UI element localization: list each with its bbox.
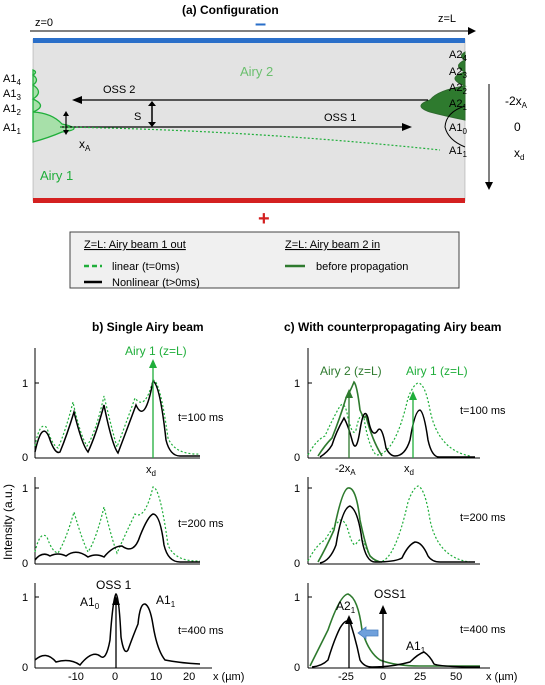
svg-text:0: 0	[294, 452, 300, 464]
a21-label-c: A21	[336, 599, 356, 615]
xtick-25: 25	[414, 671, 426, 683]
time-400-b: t=400 ms	[178, 625, 224, 637]
airy1-profile	[31, 69, 75, 143]
oss1-arrowhead	[402, 123, 412, 131]
xtick-minus10: -10	[68, 671, 84, 683]
legend-col2-title: Z=L: Airy beam 2 in	[285, 239, 380, 251]
level-a2-3: A23	[449, 66, 467, 80]
minus2xa-label-c: -2xA	[335, 463, 356, 477]
xtick-0-b: 0	[112, 671, 118, 683]
level-a1-1: A11	[3, 122, 21, 136]
a10-label-b: A10	[80, 595, 100, 611]
xtick-minus25: -25	[338, 671, 354, 683]
time-200-b: t=200 ms	[178, 518, 224, 530]
ytick-0: 0	[22, 452, 28, 464]
axis-value-labels: -2xA 0 xd	[505, 94, 528, 162]
svg-text:0: 0	[294, 662, 300, 674]
airy1-label: Airy 1	[40, 168, 73, 183]
panel-b: b) Single Airy beam Intensity (a.u.) 1 0…	[1, 320, 244, 683]
panel-b-title: b) Single Airy beam	[92, 320, 204, 334]
left-level-labels: A14 A13 A12 A11	[3, 73, 21, 136]
svg-text:1: 1	[294, 378, 300, 390]
airy1-zl-label-b: Airy 1 (z=L)	[125, 344, 187, 358]
xd-label-c: xd	[404, 463, 414, 477]
legend-before-label: before propagation	[316, 261, 408, 273]
airy1-output-profile	[444, 105, 466, 148]
legend: Z=L: Airy beam 1 out linear (t=0ms) Nonl…	[69, 231, 460, 289]
oss2-arrowhead	[72, 96, 82, 104]
time-100-b: t=100 ms	[178, 412, 224, 424]
level-a2-1: A21	[449, 98, 467, 112]
oss1-label-c: OSS1	[374, 587, 406, 601]
time-100-c: t=100 ms	[460, 405, 506, 417]
airy2-label: Airy 2	[240, 64, 273, 79]
panel-b-plot-200ms: 1 0 t=200 ms	[22, 477, 224, 570]
xtick-0-c: 0	[380, 671, 386, 683]
top-electrode	[33, 38, 465, 43]
svg-text:0: 0	[22, 558, 28, 570]
bottom-electrode	[33, 198, 465, 203]
svg-text:1: 1	[22, 483, 28, 495]
oss1-label-b: OSS 1	[96, 578, 132, 592]
legend-nonlinear-label: Nonlinear (t>0ms)	[112, 277, 200, 289]
shift-indicator-icon	[357, 626, 379, 640]
x-axis-label-b: x (µm)	[213, 671, 244, 683]
panel-c-plot-400ms: 1 0 A21 OSS1 A11 t=400 ms -25 0 25 50 x …	[294, 583, 517, 683]
axis-minus-2xa: -2xA	[505, 94, 528, 110]
airy1-zl-label-c: Airy 1 (z=L)	[406, 364, 468, 378]
panel-c: c) With counterpropagating Airy beam 1 0…	[284, 320, 517, 683]
x-axis-label-c: x (µm)	[486, 671, 517, 683]
axis-zero: 0	[514, 120, 521, 134]
level-a1-4: A14	[3, 73, 21, 87]
panel-c-plot-100ms: 1 0 Airy 2 (z=L) Airy 1 (z=L) t=100 ms -…	[294, 348, 506, 477]
airy2-zl-label-c: Airy 2 (z=L)	[320, 364, 382, 378]
a11-label-b: A11	[156, 593, 176, 609]
level-a1-1-right: A11	[449, 145, 467, 159]
config-title: (a) Configuration	[182, 3, 279, 17]
xtick-10: 10	[150, 671, 162, 683]
s-label: S	[134, 111, 141, 123]
configuration-panel: (a) Configuration z=0 z=L – + Airy 2 Air…	[3, 3, 528, 230]
z-axis-arrowhead	[468, 27, 476, 35]
level-a1-0: A10	[449, 122, 467, 136]
minus-sign: –	[255, 13, 266, 35]
oss1-label: OSS 1	[324, 112, 356, 124]
xa-label: xA	[79, 137, 91, 153]
svg-text:1: 1	[294, 483, 300, 495]
panel-b-plot-400ms: 1 0 OSS 1 A10 A11 t=400 ms -10 0 10 20 x…	[22, 578, 244, 683]
svg-text:1: 1	[22, 592, 28, 604]
time-200-c: t=200 ms	[460, 512, 506, 524]
svg-text:0: 0	[22, 662, 28, 674]
legend-linear-label: linear (t=0ms)	[112, 261, 180, 273]
xd-label-b: xd	[146, 464, 156, 478]
y-axis-label: Intensity (a.u.)	[1, 484, 15, 560]
svg-text:1: 1	[294, 592, 300, 604]
z0-label: z=0	[35, 17, 53, 29]
level-a2-4: A24	[449, 49, 467, 63]
crystal	[32, 38, 466, 202]
airy1-trajectory	[59, 126, 441, 151]
panel-c-plot-200ms: 1 0 t=200 ms	[294, 477, 506, 570]
ytick-1: 1	[22, 378, 28, 390]
oss2-label: OSS 2	[103, 84, 135, 96]
panel-b-plot-100ms: 1 0 Airy 1 (z=L) t=100 ms xd	[22, 344, 224, 478]
plus-sign: +	[258, 208, 270, 230]
xtick-20: 20	[183, 671, 195, 683]
zl-label: z=L	[438, 13, 456, 25]
time-400-c: t=400 ms	[460, 624, 506, 636]
axis-xd: xd	[514, 146, 524, 162]
svg-text:0: 0	[294, 558, 300, 570]
right-level-labels: A24 A23 A22 A21 A10 A11	[449, 49, 467, 159]
airy2-profile	[420, 51, 467, 121]
a11-label-c: A11	[406, 639, 426, 655]
level-a2-2: A22	[449, 82, 467, 96]
panel-c-title: c) With counterpropagating Airy beam	[284, 320, 501, 334]
level-a1-2: A12	[3, 103, 21, 117]
xtick-50: 50	[450, 671, 462, 683]
level-a1-3: A13	[3, 88, 21, 102]
legend-col1-title: Z=L: Airy beam 1 out	[84, 239, 186, 251]
